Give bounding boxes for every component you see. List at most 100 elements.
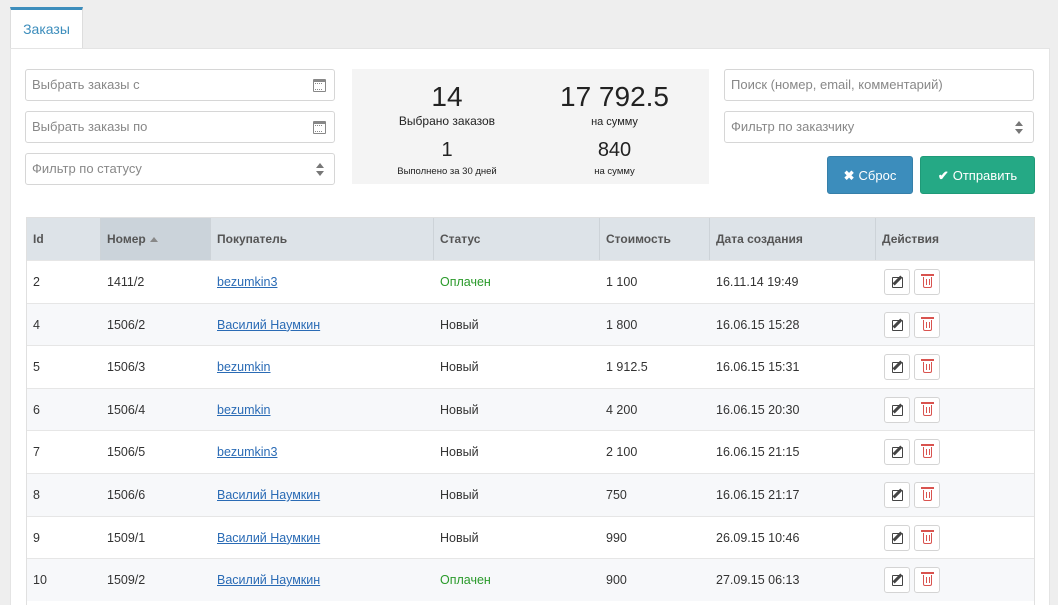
edit-button[interactable] (884, 354, 910, 381)
customer-link[interactable]: bezumkin (217, 360, 271, 375)
cell-status-text: Новый (440, 530, 479, 545)
customer-link[interactable]: bezumkin (217, 402, 271, 417)
cell-date: 27.09.15 06:13 (710, 559, 799, 601)
cell-customer: bezumkin3 (211, 261, 277, 303)
select-arrows-icon (316, 163, 324, 176)
table-header: Id Номер Покупатель Статус Стоимость Дат… (27, 218, 1034, 260)
header-customer[interactable]: Покупатель (211, 218, 434, 260)
table-row: 5 1506/3 bezumkin Новый 1 912.5 16.06.15 15:3… (27, 345, 1034, 388)
cell-cost: 1 100 (600, 261, 637, 303)
customer-filter-select[interactable]: Фильтр по заказчику (724, 111, 1034, 143)
tab-bar: Заказы (0, 0, 1058, 49)
cell-status-text: Новый (440, 402, 479, 417)
delete-button[interactable] (914, 439, 940, 466)
cell-id-text: 5 (33, 360, 40, 375)
cell-date: 16.06.15 15:31 (710, 346, 799, 388)
table-row: 7 1506/5 bezumkin3 Новый 2 100 16.06.15 21:15 (27, 430, 1034, 473)
cell-id-text: 2 (33, 275, 40, 289)
cell-date-text: 16.06.15 21:15 (716, 445, 800, 460)
delete-button[interactable] (914, 482, 940, 508)
cell-customer: bezumkin (211, 389, 271, 431)
status-filter-placeholder: Фильтр по статусу (32, 161, 142, 176)
customer-link[interactable]: Василий Наумкин (217, 488, 321, 502)
cell-cost: 900 (600, 559, 627, 601)
cell-date-text: 16.06.15 15:31 (716, 360, 800, 375)
trash-icon (921, 316, 934, 331)
header-status[interactable]: Статус (434, 218, 600, 260)
cell-id: 10 (27, 559, 47, 601)
completed-sum-label: на сумму (594, 166, 635, 177)
edit-button[interactable] (884, 482, 910, 508)
cell-cost: 990 (600, 517, 627, 559)
delete-button[interactable] (914, 396, 940, 423)
trash-icon (921, 359, 934, 374)
date-from-placeholder: Выбрать заказы с (32, 77, 140, 92)
send-button[interactable]: ✔ Отправить (920, 156, 1035, 194)
trash-icon (921, 572, 934, 587)
completed-orders-stat: 1 Выполнено за 30 дней (377, 139, 517, 177)
customer-link[interactable]: Василий Наумкин (217, 573, 321, 588)
cell-number: 1506/2 (101, 304, 145, 346)
close-icon: ✖ (843, 168, 855, 183)
customer-link[interactable]: bezumkin3 (217, 275, 278, 289)
cell-status-text: Новый (440, 317, 479, 332)
calendar-icon (313, 79, 326, 92)
cell-number: 1509/1 (101, 517, 145, 559)
check-icon: ✔ (937, 168, 949, 183)
cell-status-text: Оплачен (440, 573, 491, 588)
date-to-input[interactable]: Выбрать заказы по (25, 111, 335, 143)
cell-status: Новый (434, 517, 479, 559)
cell-customer: Василий Наумкин (211, 474, 320, 516)
search-input[interactable]: Поиск (номер, email, комментарий) (724, 69, 1034, 101)
table-row: 9 1509/1 Василий Наумкин Новый 990 26.09.15 1… (27, 515, 1034, 559)
header-cost[interactable]: Стоимость (600, 218, 710, 260)
customer-filter-placeholder: Фильтр по заказчику (731, 119, 855, 134)
cell-customer: bezumkin (211, 346, 271, 388)
cell-id-text: 6 (33, 402, 40, 417)
delete-button[interactable] (914, 311, 940, 338)
cell-status-text: Новый (440, 488, 479, 502)
reset-button[interactable]: ✖ Сброс (827, 156, 913, 194)
send-label: Отправить (952, 168, 1018, 183)
delete-button[interactable] (914, 354, 940, 381)
cell-cost: 4 200 (600, 389, 637, 431)
tab-orders[interactable]: Заказы (10, 7, 83, 49)
cell-number-text: 1506/4 (107, 402, 146, 417)
delete-button[interactable] (914, 524, 940, 551)
edit-button[interactable] (884, 567, 910, 594)
edit-button[interactable] (884, 524, 910, 551)
cell-date: 16.06.15 21:15 (710, 431, 799, 473)
edit-button[interactable] (884, 439, 910, 466)
edit-button[interactable] (884, 269, 910, 295)
trash-icon (921, 444, 934, 459)
header-date[interactable]: Дата создания (710, 218, 876, 260)
cell-cost-text: 990 (606, 530, 627, 545)
selected-label: Выбрано заказов (398, 114, 496, 128)
cell-id: 8 (27, 474, 40, 516)
cell-cost-text: 1 800 (606, 317, 638, 332)
header-id[interactable]: Id (27, 218, 101, 260)
date-from-input[interactable]: Выбрать заказы с (25, 69, 335, 101)
delete-button[interactable] (914, 567, 940, 594)
cell-id-text: 7 (33, 445, 40, 460)
customer-link[interactable]: Василий Наумкин (217, 317, 321, 332)
selected-sum-stat: 17 792.5 на сумму (542, 81, 687, 128)
customer-link[interactable]: bezumkin3 (217, 445, 278, 460)
cell-status: Оплачен (434, 559, 491, 601)
customer-link[interactable]: Василий Наумкин (217, 530, 321, 545)
cell-status-text: Оплачен (440, 275, 491, 289)
sort-asc-icon (149, 237, 158, 243)
edit-icon (892, 404, 903, 416)
cell-customer: bezumkin3 (211, 431, 277, 473)
edit-button[interactable] (884, 396, 910, 423)
cell-id-text: 10 (33, 573, 47, 588)
cell-number-text: 1411/2 (107, 275, 145, 289)
cell-status: Оплачен (434, 261, 491, 303)
edit-icon (892, 575, 903, 587)
header-actions: Действия (882, 232, 940, 246)
edit-button[interactable] (884, 311, 910, 338)
header-number[interactable]: Номер (101, 218, 211, 260)
status-filter-select[interactable]: Фильтр по статусу (25, 153, 335, 185)
delete-button[interactable] (914, 269, 940, 295)
cell-cost-text: 4 200 (606, 402, 638, 417)
